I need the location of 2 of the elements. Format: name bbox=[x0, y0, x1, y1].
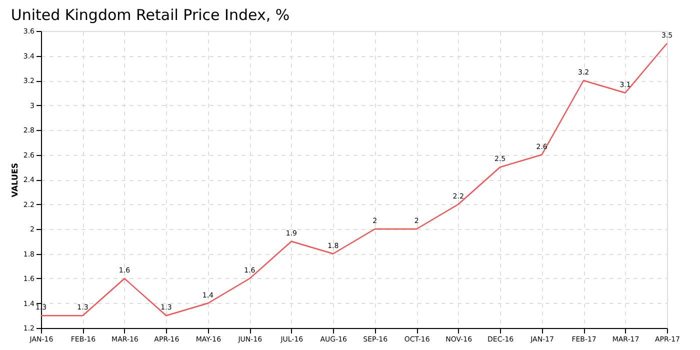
chart-title: United Kingdom Retail Price Index, % bbox=[10, 6, 290, 24]
y-axis-title: VALUES bbox=[10, 162, 20, 198]
